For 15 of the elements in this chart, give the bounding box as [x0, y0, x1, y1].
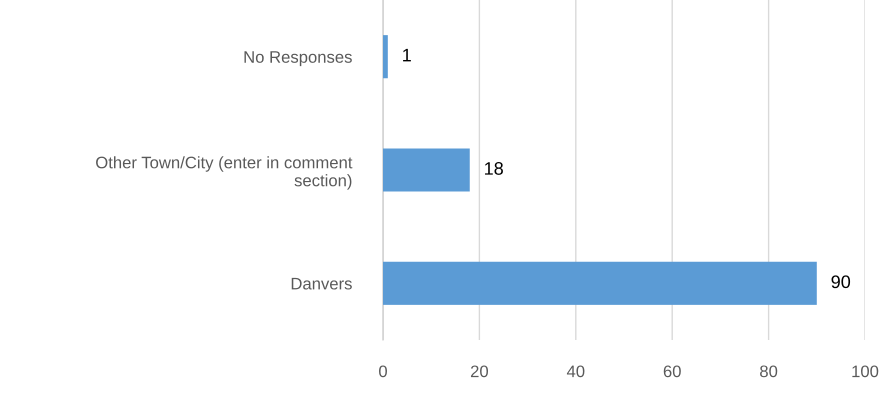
y-tick-label: Danvers — [292, 278, 352, 290]
bar — [383, 262, 817, 305]
y-tick-label: No Responses — [244, 51, 352, 66]
x-tick-label: 80 — [760, 365, 778, 378]
x-tick-label: 60 — [664, 365, 681, 378]
bar — [383, 148, 470, 192]
x-tick-label: 0 — [379, 365, 387, 378]
x-tick-label: 40 — [566, 365, 584, 378]
x-tick-label: 100 — [852, 365, 878, 378]
x-tick-label: 20 — [470, 365, 488, 378]
data-label: 18 — [485, 162, 503, 175]
data-label: 1 — [403, 48, 411, 62]
bar — [383, 35, 388, 78]
y-tick-label: Other Town/City (enter in comment section) — [96, 156, 352, 190]
data-label: 90 — [832, 275, 850, 288]
